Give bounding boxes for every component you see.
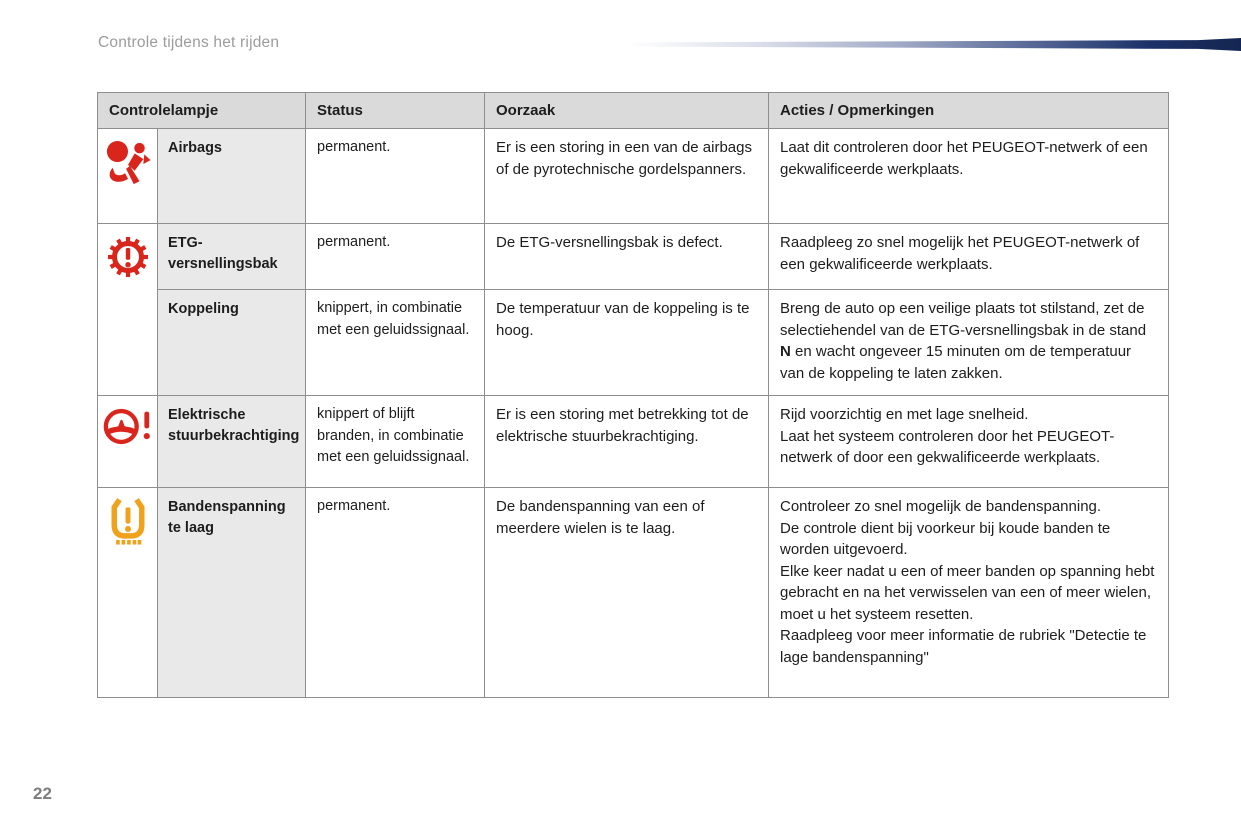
table-row-etg-versnellingsbak: ETG-versnellingsbak permanent. De ETG-ve… — [97, 223, 1169, 396]
status-text: permanent. — [305, 128, 485, 224]
col-header-controlelampje: Controlelampje — [97, 92, 306, 129]
col-header-status: Status — [305, 92, 485, 129]
actions-text: Raadpleeg zo snel mogelijk het PEUGEOT-n… — [768, 223, 1169, 290]
airbag-warning-icon — [106, 140, 151, 185]
tyre-pressure-icon-cell — [97, 487, 158, 698]
cause-text: De bandenspanning van een of meerdere wi… — [484, 487, 769, 698]
table-header-row: Controlelampje Status Oorzaak Acties / O… — [97, 92, 1169, 129]
status-text: permanent. — [305, 223, 485, 290]
cause-text: Er is een storing met betrekking tot de … — [484, 395, 769, 488]
cause-text: De ETG-versnellingsbak is defect. — [484, 223, 769, 290]
col-header-acties: Acties / Opmerkingen — [768, 92, 1169, 129]
header-swoosh-decoration — [625, 38, 1241, 51]
actions-text: Rijd voorzichtig en met lage snelheid. L… — [768, 395, 1169, 488]
cause-text: De temperatuur van de koppeling is te ho… — [484, 289, 769, 396]
status-text: permanent. — [305, 487, 485, 698]
indicator-name: ETG-versnellingsbak — [157, 223, 306, 290]
indicator-name: Koppeling — [157, 289, 306, 396]
gear-position-n-label: N — [780, 343, 791, 360]
table-row-koppeling: Koppeling knippert, in combinatie met ee… — [98, 289, 1169, 396]
actions-text-part: en wacht ongeveer 15 minuten om de tempe… — [780, 343, 1132, 382]
indicator-name: Elektrische stuurbekrachtiging — [157, 395, 306, 488]
actions-text-part: Breng de auto op een veilige plaats tot … — [780, 300, 1147, 339]
table-row-airbags: Airbags permanent. Er is een storing in … — [97, 128, 1169, 224]
actions-text: Laat dit controleren door het PEUGEOT-ne… — [768, 128, 1169, 224]
status-text: knippert of blijft branden, in combinati… — [305, 395, 485, 488]
page-number: 22 — [33, 784, 52, 803]
actions-text: Controleer zo snel mogelijk de bandenspa… — [768, 487, 1169, 698]
tyre-pressure-warning-icon — [111, 498, 144, 545]
status-text: knippert, in combinatie met een geluidss… — [305, 289, 485, 396]
cause-text: Er is een storing in een van de airbags … — [484, 128, 769, 224]
warning-lights-table: Controlelampje Status Oorzaak Acties / O… — [97, 92, 1169, 698]
airbag-icon-cell — [97, 128, 158, 224]
power-steering-warning-icon — [103, 408, 150, 445]
gearbox-icon-cell — [97, 223, 158, 396]
section-title: Controle tijdens het rijden — [98, 34, 280, 51]
table-row-bandenspanning: Bandenspanning te laag permanent. De ban… — [97, 487, 1169, 698]
actions-text: Breng de auto op een veilige plaats tot … — [768, 289, 1169, 396]
power-steering-icon-cell — [97, 395, 158, 488]
indicator-name: Airbags — [157, 128, 306, 224]
gearbox-warning-icon — [107, 237, 148, 277]
col-header-oorzaak: Oorzaak — [484, 92, 769, 129]
table-row-stuurbekrachtiging: Elektrische stuurbekrachtiging knippert … — [97, 395, 1169, 488]
indicator-name: Bandenspanning te laag — [157, 487, 306, 698]
